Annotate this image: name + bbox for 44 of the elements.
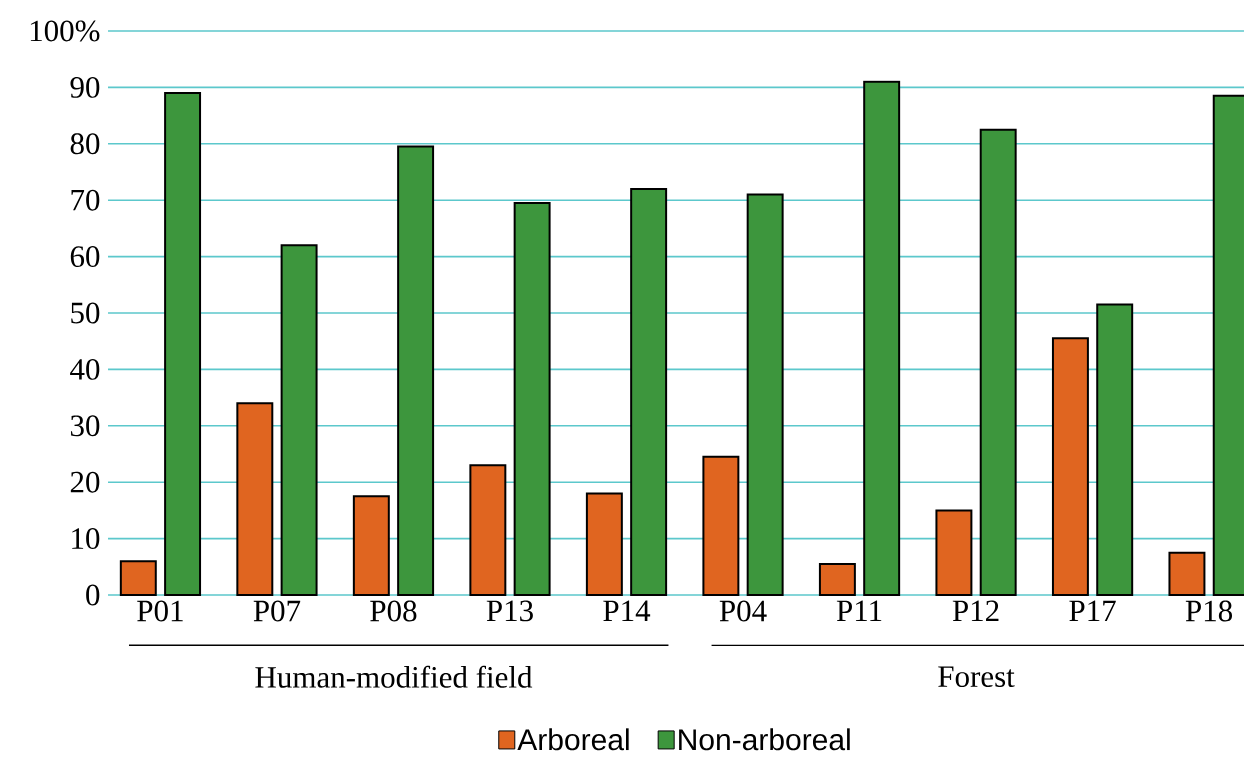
x-tick-label: P01 bbox=[137, 600, 183, 622]
y-tick-label: 50 bbox=[71, 302, 100, 324]
bar bbox=[164, 92, 202, 596]
x-tick-label: P11 bbox=[836, 600, 882, 621]
legend-label: Non-arboreal bbox=[679, 728, 850, 751]
y-tick-label: 20 bbox=[70, 471, 100, 493]
x-tick-label: P18 bbox=[1185, 600, 1233, 622]
bar bbox=[1051, 337, 1089, 596]
bar bbox=[236, 402, 274, 596]
y-tick-label: 90 bbox=[70, 76, 100, 98]
bar bbox=[280, 244, 318, 596]
bar bbox=[469, 464, 507, 596]
bar bbox=[513, 202, 551, 596]
bar bbox=[935, 509, 973, 596]
x-tick-label: P17 bbox=[1069, 600, 1116, 621]
bar bbox=[397, 145, 435, 596]
y-tick-label: 80 bbox=[70, 133, 100, 155]
bar bbox=[702, 455, 740, 596]
y-tick-label: 60 bbox=[70, 246, 100, 268]
bar bbox=[979, 128, 1017, 596]
bar bbox=[630, 187, 668, 596]
y-tick-label: 100% bbox=[30, 20, 100, 42]
x-tick-label: P13 bbox=[486, 600, 533, 622]
y-tick-label: 0 bbox=[86, 584, 100, 606]
bar bbox=[1168, 551, 1206, 596]
x-tick-label: P07 bbox=[253, 600, 301, 622]
bar bbox=[585, 492, 623, 596]
legend-label: Arboreal bbox=[517, 728, 629, 751]
text: Human-modified field bbox=[255, 665, 533, 688]
y-tick-label: 70 bbox=[71, 189, 100, 211]
bar bbox=[1096, 303, 1134, 596]
y-tick-label: 40 bbox=[70, 358, 100, 380]
y-tick-label: 10 bbox=[72, 528, 100, 550]
text: Forest bbox=[938, 666, 1015, 688]
bar bbox=[818, 562, 856, 596]
y-tick-label: 30 bbox=[70, 415, 100, 437]
x-tick-label: P08 bbox=[370, 600, 417, 622]
x-tick-label: P04 bbox=[719, 600, 767, 622]
x-tick-label: P12 bbox=[952, 600, 999, 622]
x-tick-label: P14 bbox=[603, 600, 651, 621]
bar bbox=[863, 80, 901, 596]
bar bbox=[746, 193, 784, 596]
bar bbox=[119, 560, 157, 596]
bar bbox=[352, 495, 390, 596]
